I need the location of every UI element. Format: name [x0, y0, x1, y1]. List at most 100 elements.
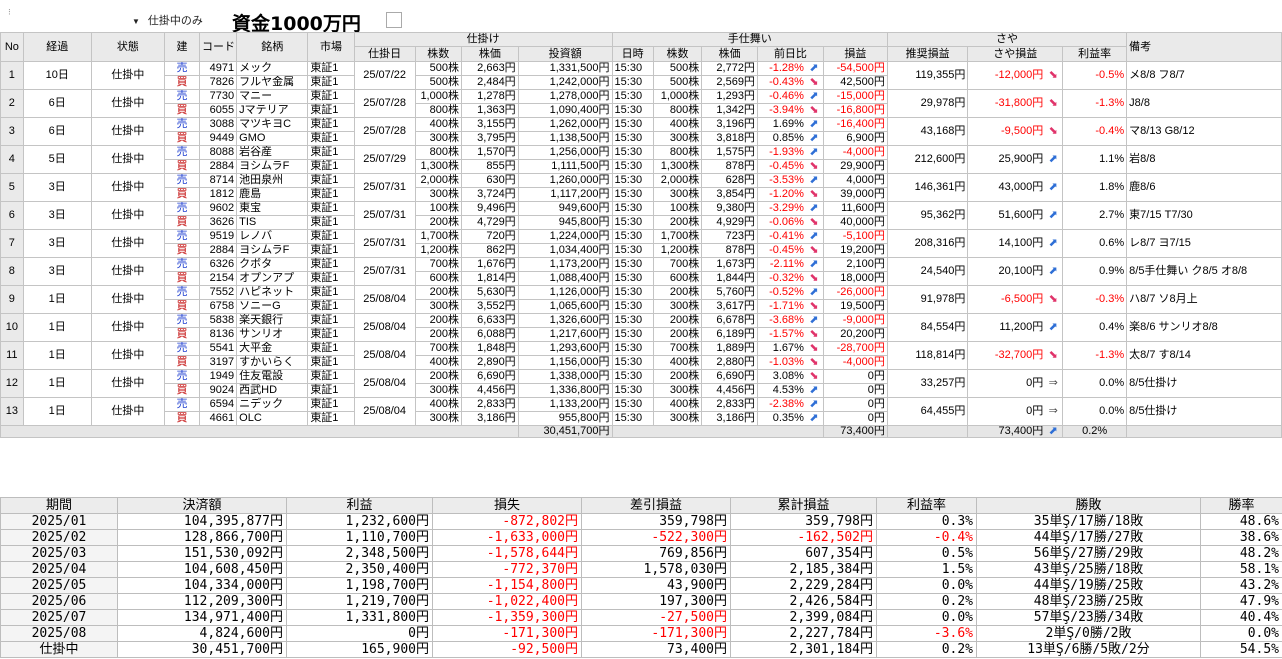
invest-cell[interactable]: 1,262,000円	[517, 117, 613, 132]
status-cell[interactable]: 仕掛中	[90, 229, 165, 258]
change-cell[interactable]: -1.57% ⬊	[756, 327, 824, 342]
pnl-cell[interactable]: 4,000円	[822, 173, 888, 188]
summary-rieki-cell[interactable]: 2,348,500円	[286, 545, 433, 562]
name-cell[interactable]: マニー	[236, 89, 309, 104]
profit-rate-cell[interactable]: 0.4%	[1062, 313, 1128, 342]
shares-cell[interactable]: 200株	[414, 313, 462, 328]
exit-price-cell[interactable]: 6,189円	[701, 327, 758, 342]
price-cell[interactable]: 5,630円	[460, 285, 519, 300]
summary-kessai-cell[interactable]: 128,866,700円	[117, 529, 287, 546]
market-cell[interactable]: 東証1	[307, 411, 355, 426]
price-cell[interactable]: 3,724円	[460, 187, 519, 202]
toolbar-box-icon[interactable]	[386, 12, 402, 28]
time-cell[interactable]: 15:30	[611, 369, 654, 384]
time-cell[interactable]: 15:30	[611, 75, 654, 90]
row-number[interactable]: 3	[0, 117, 24, 146]
change-cell[interactable]: -1.03% ⬊	[756, 355, 824, 370]
summary-shohai-cell[interactable]: 43単Ş/25勝/18敗	[976, 561, 1201, 578]
name-cell[interactable]: クボタ	[236, 257, 309, 272]
price-cell[interactable]: 4,456円	[460, 383, 519, 398]
price-cell[interactable]: 2,833円	[460, 397, 519, 412]
change-cell[interactable]: -0.43% ⬊	[756, 75, 824, 90]
pnl-cell[interactable]: -26,000円	[822, 285, 888, 300]
price-cell[interactable]: 1,848円	[460, 341, 519, 356]
market-cell[interactable]: 東証1	[307, 103, 355, 118]
time-cell[interactable]: 15:30	[611, 103, 654, 118]
shares-cell[interactable]: 300株	[414, 299, 462, 314]
status-cell[interactable]: 仕掛中	[90, 61, 165, 90]
table-row[interactable]: 買 9449 GMO 東証1 300株 3,795円 1,138,500円 15:30 300株…	[1, 131, 1282, 146]
exit-price-cell[interactable]: 3,186円	[701, 411, 758, 426]
shares-cell[interactable]: 200株	[414, 327, 462, 342]
name-cell[interactable]: 鹿島	[236, 187, 309, 202]
time-cell[interactable]: 15:30	[611, 215, 654, 230]
change-cell[interactable]: -1.28% ⬈	[756, 61, 824, 76]
side-cell[interactable]: 売	[163, 257, 201, 272]
toolbar-grip-icon[interactable]: ⁝	[8, 7, 11, 17]
row-number[interactable]: 1	[0, 61, 24, 90]
invest-cell[interactable]: 1,278,000円	[517, 89, 613, 104]
summary-period-cell[interactable]: 2025/08	[0, 625, 118, 642]
price-cell[interactable]: 6,088円	[460, 327, 519, 342]
profit-rate-cell[interactable]: 0.0%	[1062, 397, 1128, 426]
pnl-cell[interactable]: 29,900円	[822, 159, 888, 174]
status-cell[interactable]: 仕掛中	[90, 257, 165, 286]
entry-date-cell[interactable]: 25/08/04	[353, 313, 416, 342]
table-row[interactable]: 買 8136 サンリオ 東証1 200株 6,088円 1,217,600円 15:30 200…	[1, 327, 1282, 342]
keika-cell[interactable]: 5日	[22, 145, 92, 174]
entry-date-cell[interactable]: 25/07/31	[353, 229, 416, 258]
market-cell[interactable]: 東証1	[307, 355, 355, 370]
change-cell[interactable]: -0.06% ⬊	[756, 215, 824, 230]
spread-pnl-cell[interactable]: 14,100円 ⬈	[967, 229, 1064, 258]
shares-cell[interactable]: 300株	[414, 187, 462, 202]
spread-pnl-cell[interactable]: 51,600円 ⬈	[967, 201, 1064, 230]
summary-rieki-cell[interactable]: 2,350,400円	[286, 561, 433, 578]
shares-cell[interactable]: 200株	[414, 215, 462, 230]
summary-col-6[interactable]: 利益率	[876, 497, 977, 514]
status-cell[interactable]: 仕掛中	[90, 341, 165, 370]
entry-date-cell[interactable]: 25/07/31	[353, 201, 416, 230]
exit-shares-cell[interactable]: 700株	[652, 341, 703, 356]
summary-ritsu-cell[interactable]: 0.2%	[876, 593, 977, 610]
memo-cell[interactable]: 鹿8/6	[1126, 173, 1282, 202]
summary-ritsu-cell[interactable]: 0.5%	[876, 545, 977, 562]
shares-cell[interactable]: 2,000株	[414, 173, 462, 188]
recommended-pnl-cell[interactable]: 84,554円	[886, 313, 969, 342]
exit-price-cell[interactable]: 2,880円	[701, 355, 758, 370]
summary-col-2[interactable]: 利益	[286, 497, 433, 514]
name-cell[interactable]: すかいらく	[236, 355, 309, 370]
exit-price-cell[interactable]: 1,844円	[701, 271, 758, 286]
summary-period-cell[interactable]: 2025/01	[0, 513, 118, 530]
side-cell[interactable]: 売	[163, 145, 201, 160]
name-cell[interactable]: レノバ	[236, 229, 309, 244]
side-cell[interactable]: 売	[163, 313, 201, 328]
memo-cell[interactable]: 8/5手仕舞い ク8/5 オ8/8	[1126, 257, 1282, 286]
price-cell[interactable]: 6,633円	[460, 313, 519, 328]
time-cell[interactable]: 15:30	[611, 299, 654, 314]
exit-shares-cell[interactable]: 400株	[652, 397, 703, 412]
invest-cell[interactable]: 1,133,200円	[517, 397, 613, 412]
invest-cell[interactable]: 1,126,000円	[517, 285, 613, 300]
summary-row[interactable]: 2025/03 151,530,092円 2,348,500円 -1,578,644円…	[0, 545, 1282, 562]
table-row[interactable]: 10 1日 仕掛中売 5838 楽天銀行 東証1 25/08/04 200株 6,633円 1,3…	[0, 313, 1282, 342]
col-jotai[interactable]: 状態	[90, 32, 165, 62]
side-cell[interactable]: 売	[163, 89, 201, 104]
side-cell[interactable]: 売	[163, 369, 201, 384]
exit-shares-cell[interactable]: 700株	[652, 257, 703, 272]
pnl-cell[interactable]: -4,000円	[822, 145, 888, 160]
time-cell[interactable]: 15:30	[611, 257, 654, 272]
summary-period-cell[interactable]: 2025/03	[0, 545, 118, 562]
summary-period-cell[interactable]: 2025/04	[0, 561, 118, 578]
summary-ritsu-cell[interactable]: 0.2%	[876, 641, 977, 658]
profit-rate-cell[interactable]: 0.6%	[1062, 229, 1128, 258]
col-riekiritsu[interactable]: 利益率	[1062, 46, 1128, 62]
recommended-pnl-cell[interactable]: 208,316円	[886, 229, 969, 258]
price-cell[interactable]: 2,484円	[460, 75, 519, 90]
summary-ritsu-cell[interactable]: -3.6%	[876, 625, 977, 642]
change-cell[interactable]: 3.08% ⬊	[756, 369, 824, 384]
time-cell[interactable]: 15:30	[611, 61, 654, 76]
invest-cell[interactable]: 1,224,000円	[517, 229, 613, 244]
price-cell[interactable]: 630円	[460, 173, 519, 188]
exit-price-cell[interactable]: 878円	[701, 243, 758, 258]
shares-cell[interactable]: 200株	[414, 369, 462, 384]
